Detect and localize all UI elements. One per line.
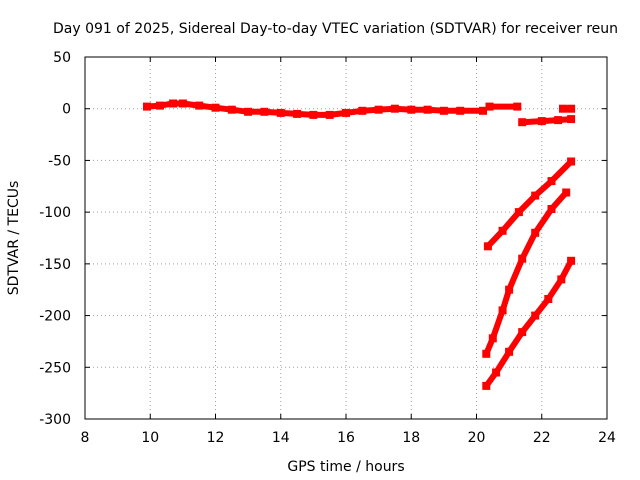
x-tick-label: 10 [141,430,159,446]
data-point [358,106,367,115]
data-point [156,101,164,110]
data-point [537,117,546,126]
tick-layer: 8 10 12 14 16 18 20 22 24 50 0 -50 -100 -150 -200 -250 -… [39,50,616,446]
data-point [488,334,497,343]
y-tick-label: -250 [39,360,71,376]
data-point [374,105,383,114]
x-tick-label: 16 [337,430,355,446]
data-point [309,110,318,119]
x-tick-label: 22 [533,430,551,446]
data-point [439,106,448,115]
x-tick-label: 8 [81,430,90,446]
data-point [482,381,491,390]
data-point [423,105,432,114]
data-point [483,242,492,251]
data-layer [143,99,576,390]
x-tick-label: 14 [272,430,290,446]
data-point [492,368,501,377]
y-tick-label: -150 [39,257,71,273]
data-point [169,99,178,108]
data-point [498,306,507,315]
data-point [531,191,540,200]
data-point [505,285,514,294]
y-tick-label: -100 [39,205,71,221]
y-tick-label: 50 [53,50,71,66]
data-point [514,208,523,217]
data-point [325,110,334,119]
x-tick-label: 20 [468,430,486,446]
data-point [342,108,350,117]
data-point [531,228,540,237]
data-point [505,347,514,356]
data-point [544,295,553,303]
chart-title: Day 091 of 2025, Sidereal Day-to-day VTE… [53,21,618,37]
data-point [562,188,571,197]
data-point [567,256,576,265]
y-tick-label: -300 [39,412,71,428]
y-tick-label: -200 [39,309,71,325]
data-point [518,254,527,263]
data-point [518,328,527,337]
data-point [498,226,507,235]
data-point [211,103,220,112]
data-point [178,99,187,108]
data-point [547,205,556,213]
data-point [557,275,566,284]
data-point [456,106,465,115]
data-point [554,116,563,125]
x-tick-label: 24 [598,430,616,446]
data-point [227,105,236,114]
data-point [559,104,567,113]
x-axis-label: GPS time / hours [287,459,404,475]
data-point [485,102,494,111]
x-tick-label: 12 [207,430,225,446]
data-point [276,108,285,117]
x-tick-label: 18 [402,430,420,446]
data-point [567,104,576,113]
data-point [547,177,556,186]
series-late-segment [522,116,572,126]
grid-layer [85,57,607,419]
series-main [146,100,483,118]
data-point [195,101,204,110]
data-point [567,157,576,166]
data-point [531,311,540,320]
data-point [482,349,491,358]
y-axis-label: SDTVAR / TECUs [6,181,22,296]
data-point [143,102,151,111]
data-point [479,106,487,115]
y-tick-label: 0 [62,102,71,118]
data-point [293,109,302,118]
y-tick-label: -50 [48,153,71,169]
data-point [518,118,527,127]
data-point [407,105,416,114]
data-point [390,104,399,113]
data-point [244,107,253,116]
data-point [567,115,576,124]
data-point [260,107,269,116]
data-point [513,102,522,111]
